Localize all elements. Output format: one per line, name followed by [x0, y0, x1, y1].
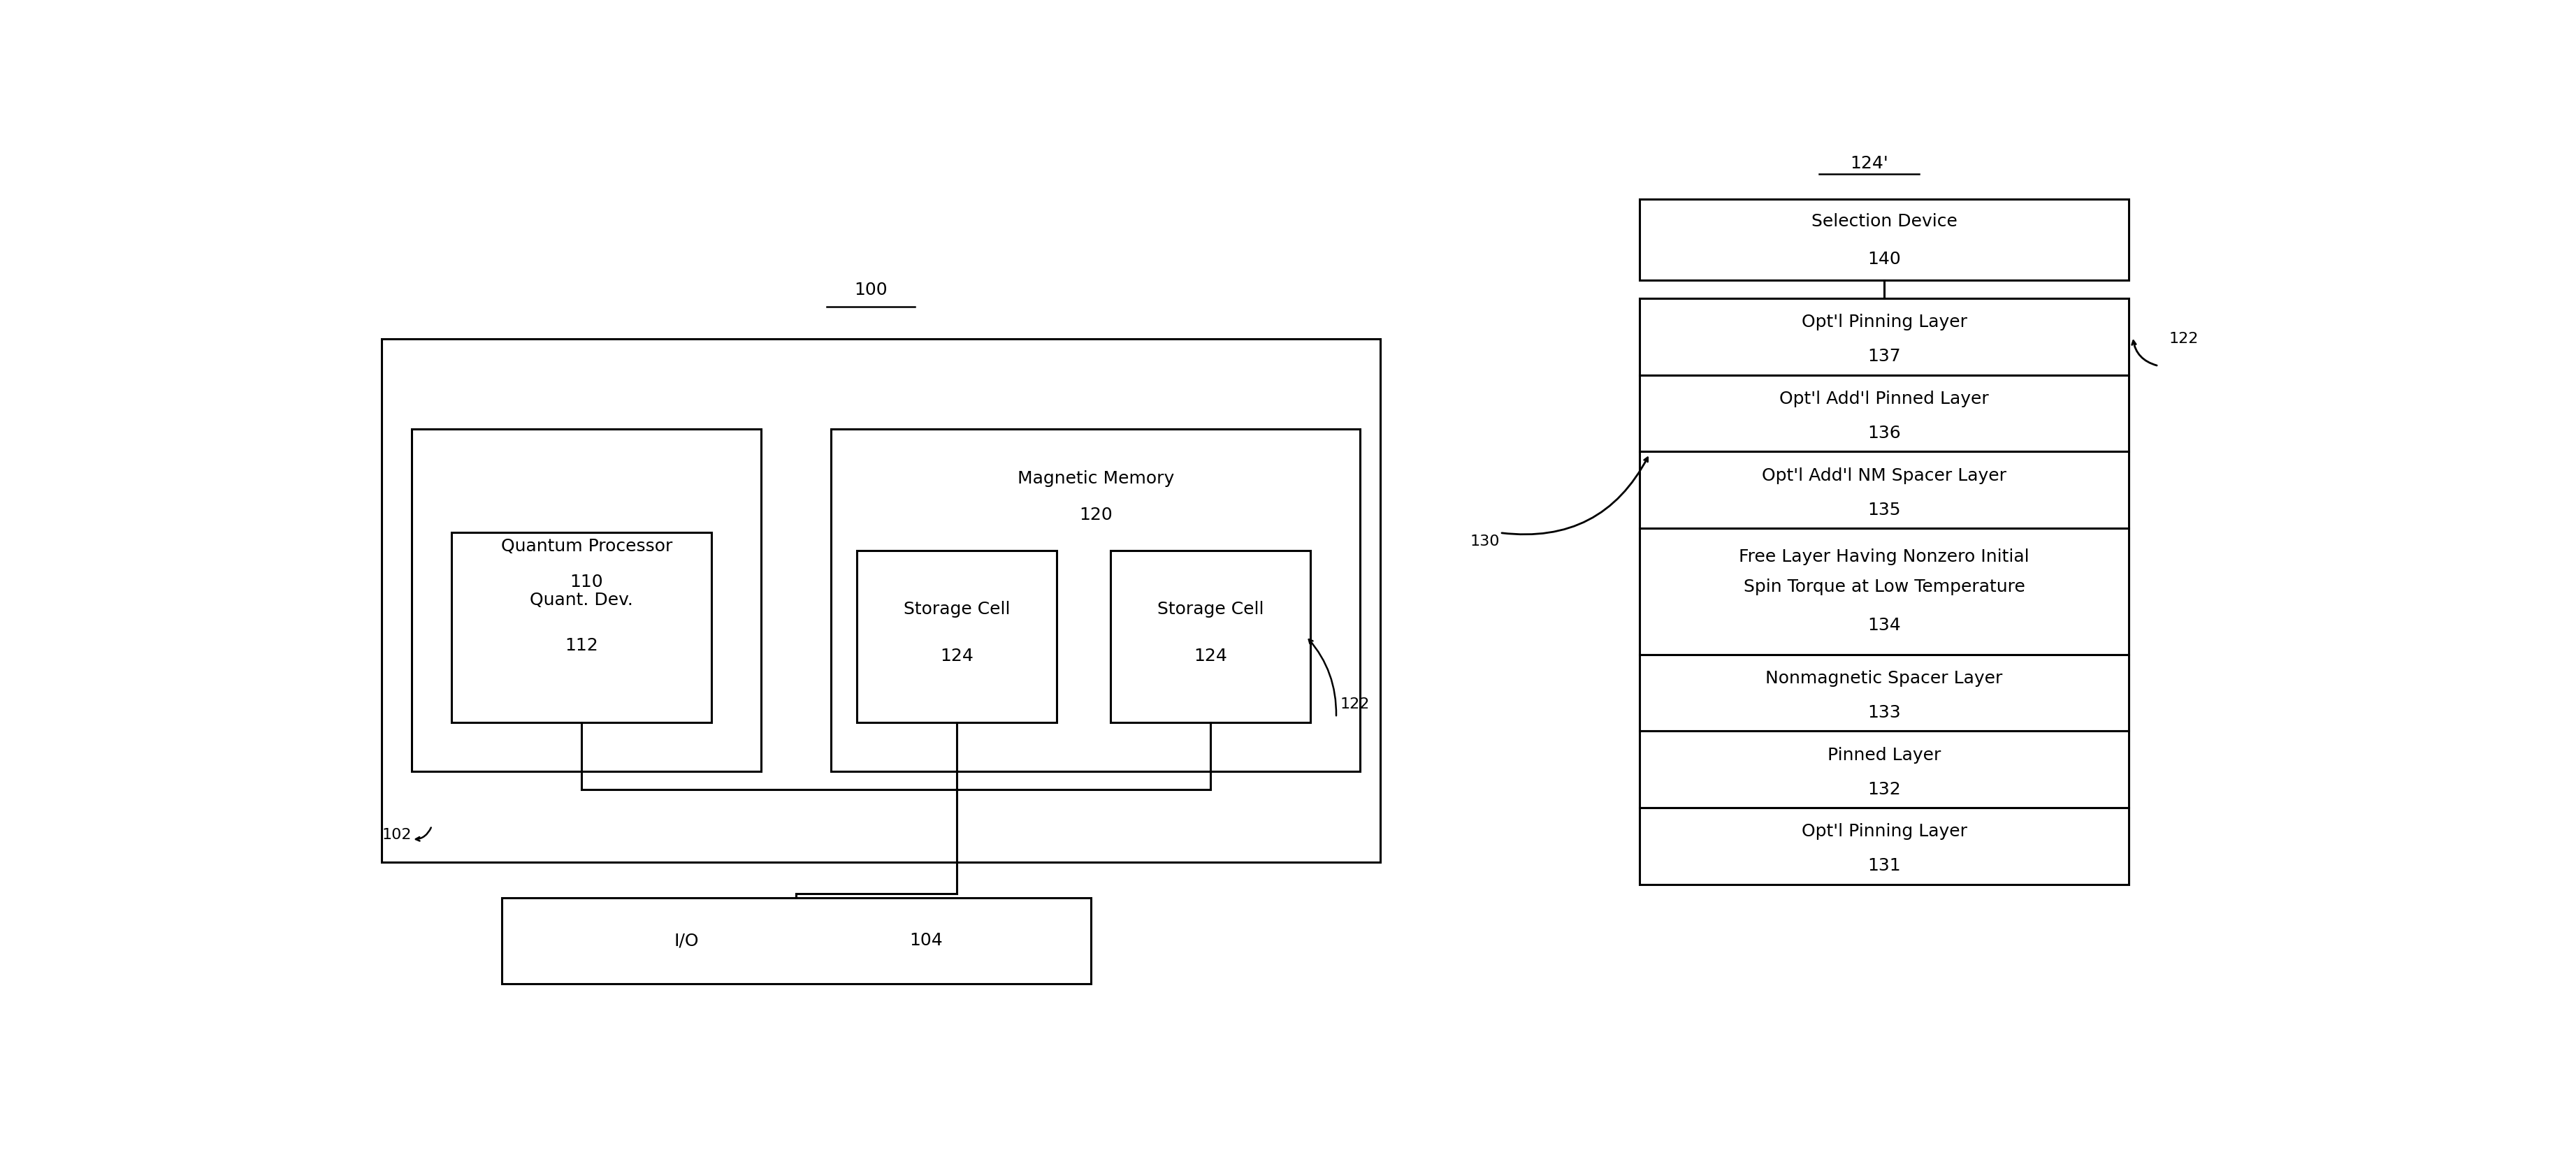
Bar [1641, 808, 2128, 884]
Bar [451, 533, 711, 723]
Text: Quantum Processor: Quantum Processor [500, 537, 672, 555]
Text: 110: 110 [569, 574, 603, 590]
Text: 137: 137 [1868, 348, 1901, 365]
Bar [1641, 528, 2128, 655]
Bar [1641, 375, 2128, 452]
Text: Spin Torque at Low Temperature: Spin Torque at Low Temperature [1744, 578, 2025, 595]
Text: Quant. Dev.: Quant. Dev. [531, 593, 634, 609]
Bar [1641, 299, 2128, 375]
Text: Magnetic Memory: Magnetic Memory [1018, 471, 1175, 487]
Text: Storage Cell: Storage Cell [904, 601, 1010, 618]
Text: 133: 133 [1868, 704, 1901, 721]
Bar [1641, 452, 2128, 528]
Bar [1641, 199, 2128, 280]
Text: Nonmagnetic Spacer Layer: Nonmagnetic Spacer Layer [1765, 670, 2002, 686]
Text: I/O: I/O [675, 932, 698, 950]
Text: Opt'l Pinning Layer: Opt'l Pinning Layer [1801, 823, 1968, 840]
Text: 122: 122 [1340, 697, 1370, 711]
Bar [1641, 731, 2128, 808]
Text: Free Layer Having Nonzero Initial: Free Layer Having Nonzero Initial [1739, 549, 2030, 566]
Text: 130: 130 [1471, 535, 1499, 549]
Bar [1641, 655, 2128, 731]
Text: Storage Cell: Storage Cell [1157, 601, 1265, 618]
Text: Pinned Layer: Pinned Layer [1826, 747, 1940, 763]
Bar [412, 429, 762, 772]
Text: 104: 104 [909, 932, 943, 950]
Bar [1110, 550, 1311, 723]
Text: Opt'l Add'l NM Spacer Layer: Opt'l Add'l NM Spacer Layer [1762, 467, 2007, 484]
Text: 100: 100 [855, 281, 889, 299]
Text: 136: 136 [1868, 425, 1901, 441]
Text: Opt'l Add'l Pinned Layer: Opt'l Add'l Pinned Layer [1780, 390, 1989, 408]
Text: 112: 112 [564, 637, 598, 653]
Bar [858, 550, 1056, 723]
Text: 135: 135 [1868, 501, 1901, 518]
Text: 124: 124 [1193, 648, 1226, 665]
Text: 102: 102 [381, 828, 412, 842]
Text: 124': 124' [1850, 156, 1888, 172]
Text: 134: 134 [1868, 617, 1901, 634]
Bar [381, 338, 1381, 862]
Text: Selection Device: Selection Device [1811, 213, 1958, 230]
Bar [832, 429, 1360, 772]
Text: 122: 122 [2169, 331, 2197, 345]
Text: 132: 132 [1868, 781, 1901, 797]
Text: 131: 131 [1868, 857, 1901, 875]
Text: Opt'l Pinning Layer: Opt'l Pinning Layer [1801, 314, 1968, 330]
Bar [502, 898, 1090, 984]
Text: 140: 140 [1868, 251, 1901, 268]
Text: 124: 124 [940, 648, 974, 665]
Text: 120: 120 [1079, 506, 1113, 523]
